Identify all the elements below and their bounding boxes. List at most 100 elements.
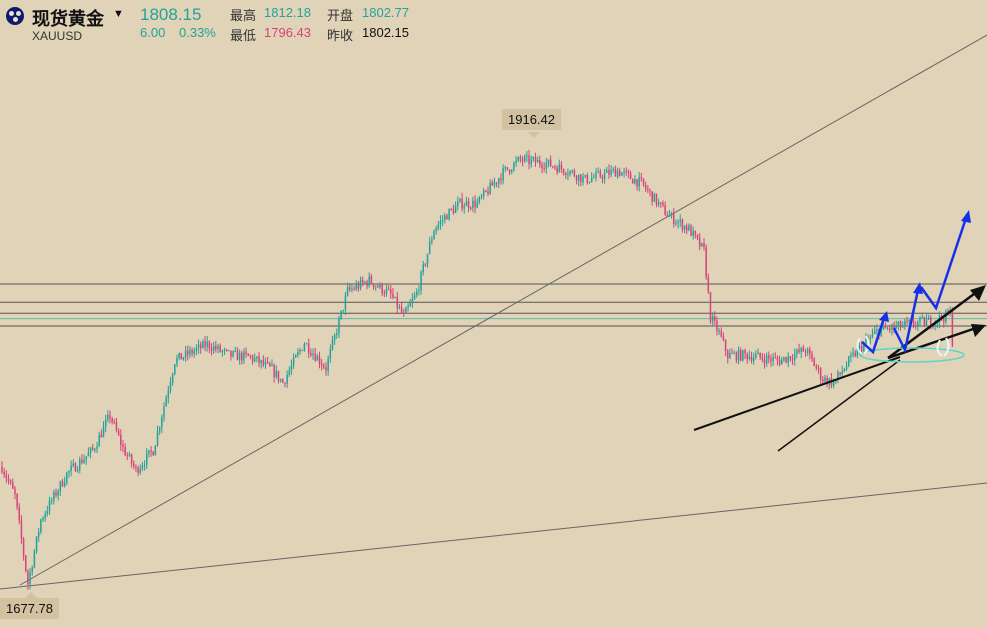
candle-body [197, 344, 200, 348]
candle-body [323, 365, 325, 368]
candle-body [413, 295, 416, 299]
highlight-ellipse [859, 347, 965, 363]
projection-arrow-icon [913, 282, 923, 294]
candle-body [346, 287, 349, 296]
candle-body [755, 354, 757, 358]
candle-body [623, 171, 625, 173]
open-value: 1802.77 [362, 5, 409, 20]
candle-body [467, 201, 470, 208]
candle-body [333, 334, 336, 340]
candle-body [385, 289, 388, 294]
candle-body [655, 193, 658, 205]
candle-body [919, 317, 921, 322]
candle-body [249, 355, 252, 357]
candle-body [491, 182, 494, 186]
candle-body [273, 364, 275, 378]
candle-body [569, 171, 571, 175]
candle-body [701, 242, 703, 247]
candle-body [822, 379, 824, 382]
candle-body [204, 341, 206, 348]
candle-body [556, 167, 558, 173]
candle-body [627, 171, 630, 173]
high-marker-pointer [528, 132, 540, 138]
instrument-symbol: XAUUSD [32, 29, 83, 43]
candle-body [29, 572, 31, 585]
candle-body [871, 333, 874, 338]
sketch-marks [856, 335, 950, 357]
horizontal-levels [0, 283, 987, 327]
low-marker-pointer [25, 592, 37, 598]
candle-body [266, 361, 269, 363]
candle-body [783, 357, 785, 360]
instrument-name[interactable]: 现货黄金 [32, 9, 104, 29]
candle-body [94, 448, 96, 450]
high-marker-label: 1916.42 [502, 109, 561, 130]
candle-body [74, 463, 77, 472]
candle-body [109, 414, 111, 419]
price-change-pct: 0.33% [179, 25, 216, 40]
candle-body [493, 182, 496, 186]
candle-body [27, 570, 29, 585]
candlesticks [1, 149, 954, 590]
candle-body [327, 358, 329, 371]
candle-body [657, 202, 660, 205]
candle-body [677, 221, 679, 224]
candle-body [42, 518, 44, 520]
candle-body [219, 345, 221, 352]
candle-body [5, 474, 8, 479]
candle-body [523, 156, 526, 162]
candle-body [368, 276, 370, 286]
candle-body [480, 196, 483, 198]
candle-body [504, 167, 507, 169]
candle-body [498, 178, 500, 184]
candle-body [441, 219, 444, 221]
candle-body [163, 406, 165, 418]
candle-body [383, 293, 386, 295]
candle-body [930, 317, 932, 327]
candle-body [184, 350, 187, 358]
candle-body [35, 536, 38, 552]
candle-body [426, 253, 429, 265]
candle-body [802, 347, 805, 352]
candle-body [813, 358, 815, 367]
analyst-arrow-line [887, 326, 977, 360]
candle-body [353, 288, 355, 290]
candle-body [307, 343, 310, 354]
candle-body [3, 472, 5, 475]
candle-body [943, 318, 945, 322]
candle-body [422, 264, 424, 272]
candle-body [137, 467, 139, 474]
candle-body [532, 157, 535, 159]
candle-body [590, 177, 593, 182]
candle-body [744, 350, 746, 354]
analyst-trend-line [777, 359, 901, 452]
candle-body [210, 348, 213, 351]
candle-body [601, 176, 604, 179]
candle-body [759, 352, 761, 358]
candle-body [256, 356, 258, 359]
candle-body [748, 356, 751, 359]
candle-body [584, 175, 586, 177]
candle-body [811, 353, 813, 359]
candle-body [619, 170, 621, 176]
candle-body [154, 445, 157, 456]
candle-body [187, 350, 189, 355]
candle-body [625, 171, 627, 173]
candle-body [573, 170, 576, 177]
candle-body [711, 316, 714, 322]
candle-body [76, 469, 79, 472]
candle-body [476, 202, 478, 208]
candle-body [787, 356, 789, 363]
candle-body [135, 466, 137, 468]
candle-body [286, 374, 288, 384]
candle-body [329, 349, 332, 359]
candle-body [815, 366, 818, 369]
candle-body [796, 349, 798, 354]
candle-body [845, 365, 848, 370]
candle-body [489, 182, 491, 195]
candle-body [636, 179, 638, 187]
dropdown-caret-icon[interactable]: ▼ [113, 8, 124, 20]
candle-body [515, 160, 517, 163]
candle-body [120, 434, 122, 445]
candle-body [580, 174, 582, 183]
